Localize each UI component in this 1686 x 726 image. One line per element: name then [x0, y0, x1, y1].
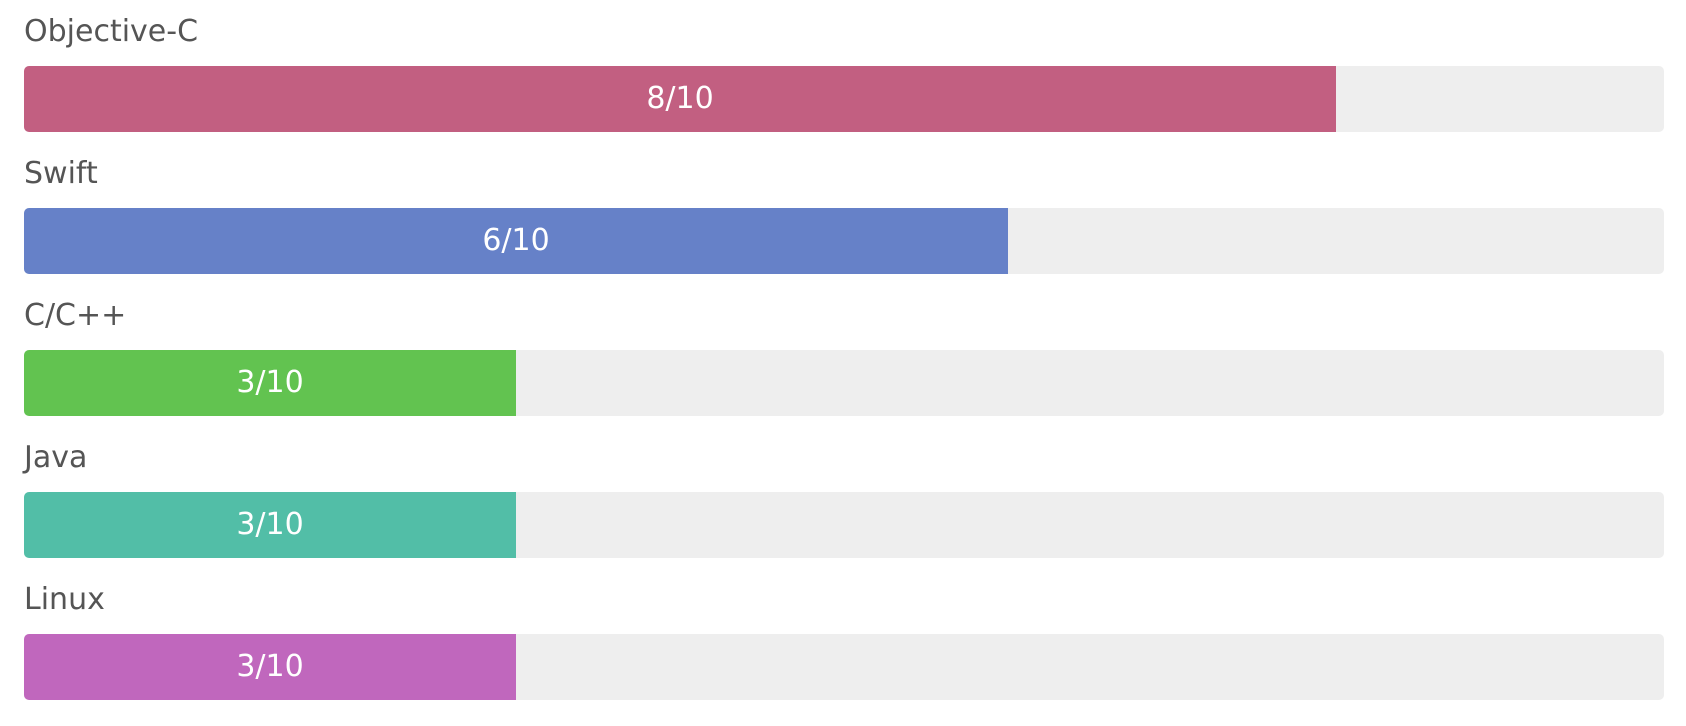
skill-value: 3/10 [236, 507, 304, 542]
skill-progress-track: 3/10 [24, 634, 1664, 700]
skill-label: C/C++ [24, 298, 127, 333]
skill-label: Swift [24, 156, 98, 191]
skill-swift: Swift 6/10 [24, 142, 1664, 284]
skill-progress-fill: 8/10 [24, 66, 1336, 132]
skill-java: Java 3/10 [24, 426, 1664, 568]
skill-progress-track: 6/10 [24, 208, 1664, 274]
skill-progress-track: 3/10 [24, 350, 1664, 416]
skill-label: Objective-C [24, 14, 199, 49]
skill-value: 8/10 [646, 81, 714, 116]
skill-progress-fill: 3/10 [24, 492, 516, 558]
skill-label: Linux [24, 582, 105, 617]
skill-progress-track: 3/10 [24, 492, 1664, 558]
skill-linux: Linux 3/10 [24, 568, 1664, 710]
skill-objective-c: Objective-C 8/10 [24, 0, 1664, 142]
skill-progress-fill: 3/10 [24, 634, 516, 700]
skill-c-cpp: C/C++ 3/10 [24, 284, 1664, 426]
skill-value: 3/10 [236, 649, 304, 684]
skill-label: Java [24, 440, 88, 475]
skill-progress-fill: 6/10 [24, 208, 1008, 274]
skill-value: 3/10 [236, 365, 304, 400]
skill-progress-fill: 3/10 [24, 350, 516, 416]
skill-value: 6/10 [482, 223, 550, 258]
skill-progress-track: 8/10 [24, 66, 1664, 132]
